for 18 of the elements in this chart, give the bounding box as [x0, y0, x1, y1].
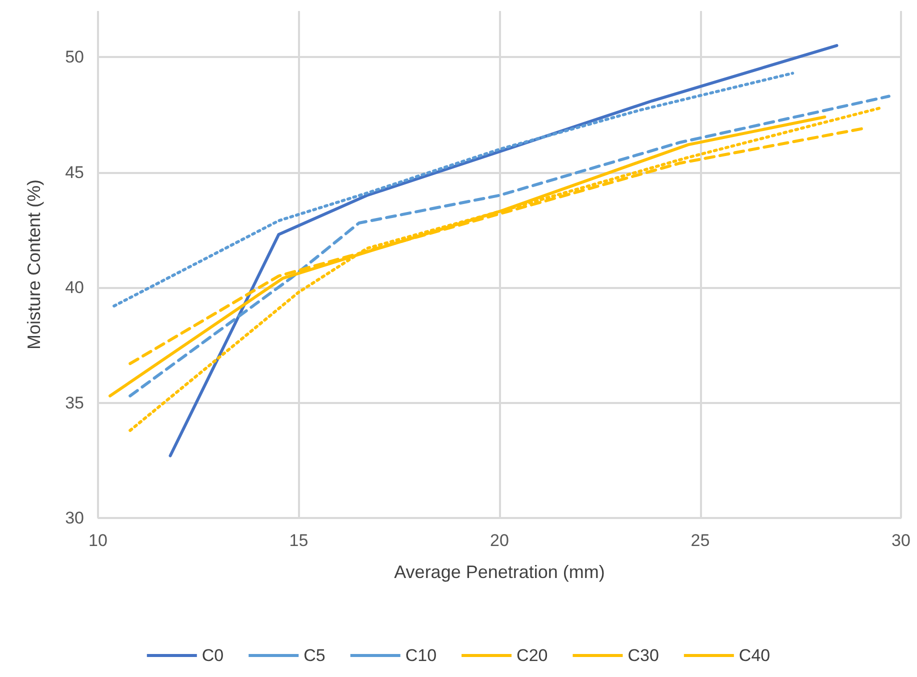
legend-label: C40 — [738, 646, 770, 665]
y-tick-label: 40 — [65, 278, 84, 298]
legend-label: C5 — [304, 646, 326, 665]
legend-label: C20 — [516, 646, 548, 665]
y-tick-label: 50 — [65, 48, 84, 67]
x-tick-label: 25 — [690, 531, 710, 550]
x-tick-label: 10 — [88, 531, 108, 550]
legend-label: C10 — [405, 646, 437, 665]
x-axis-title: Average Penetration (mm) — [394, 562, 605, 582]
y-tick-label: 45 — [65, 162, 84, 182]
x-tick-label: 30 — [892, 531, 910, 550]
x-tick-label: 15 — [289, 531, 308, 550]
x-tick-label: 20 — [490, 531, 509, 550]
legend-label: C0 — [202, 646, 224, 665]
y-axis-title: Moisture Content (%) — [24, 179, 44, 350]
legend-label: C30 — [628, 646, 659, 665]
y-tick-label: 35 — [65, 393, 84, 412]
y-tick-label: 30 — [65, 508, 84, 528]
